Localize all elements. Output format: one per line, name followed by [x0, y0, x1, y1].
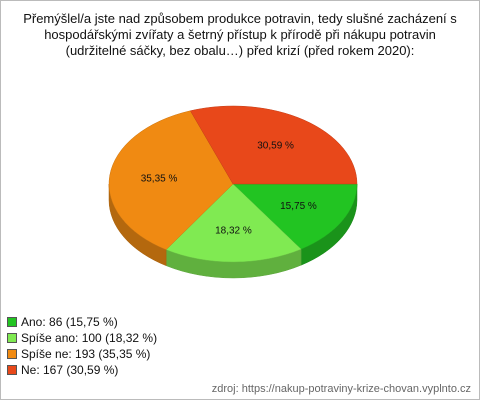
slice	[189, 105, 358, 185]
slice-label: 35,35 %	[141, 174, 178, 185]
slice	[232, 183, 358, 250]
slice	[108, 110, 234, 250]
slice-label: 15,75 %	[280, 201, 317, 212]
source: zdroj: https://nakup-potraviny-krize-cho…	[211, 383, 471, 395]
legend-label: Spíše ne: 193 (35,35 %)	[21, 347, 151, 361]
slice	[165, 183, 302, 263]
legend: Ano: 86 (15,75 %) Spíše ano: 100 (18,32 %…	[7, 314, 157, 378]
slice-label: 30,59 %	[257, 140, 294, 151]
chart-title: Přemýšlel/a jste nad způsobem produkce p…	[23, 11, 457, 58]
slice-label: 18,32 %	[215, 225, 252, 236]
legend-swatch	[7, 349, 17, 359]
legend-item: Spíše ano: 100 (18,32 %)	[7, 330, 157, 346]
legend-label: Ne: 167 (30,59 %)	[21, 363, 119, 377]
legend-swatch	[7, 365, 17, 375]
legend-swatch	[7, 317, 17, 327]
legend-label: Ano: 86 (15,75 %)	[21, 315, 118, 329]
legend-item: Ne: 167 (30,59 %)	[7, 362, 157, 378]
legend-swatch	[7, 333, 17, 343]
legend-label: Spíše ano: 100 (18,32 %)	[21, 331, 158, 345]
legend-item: Ano: 86 (15,75 %)	[7, 314, 157, 330]
legend-item: Spíše ne: 193 (35,35 %)	[7, 346, 157, 362]
